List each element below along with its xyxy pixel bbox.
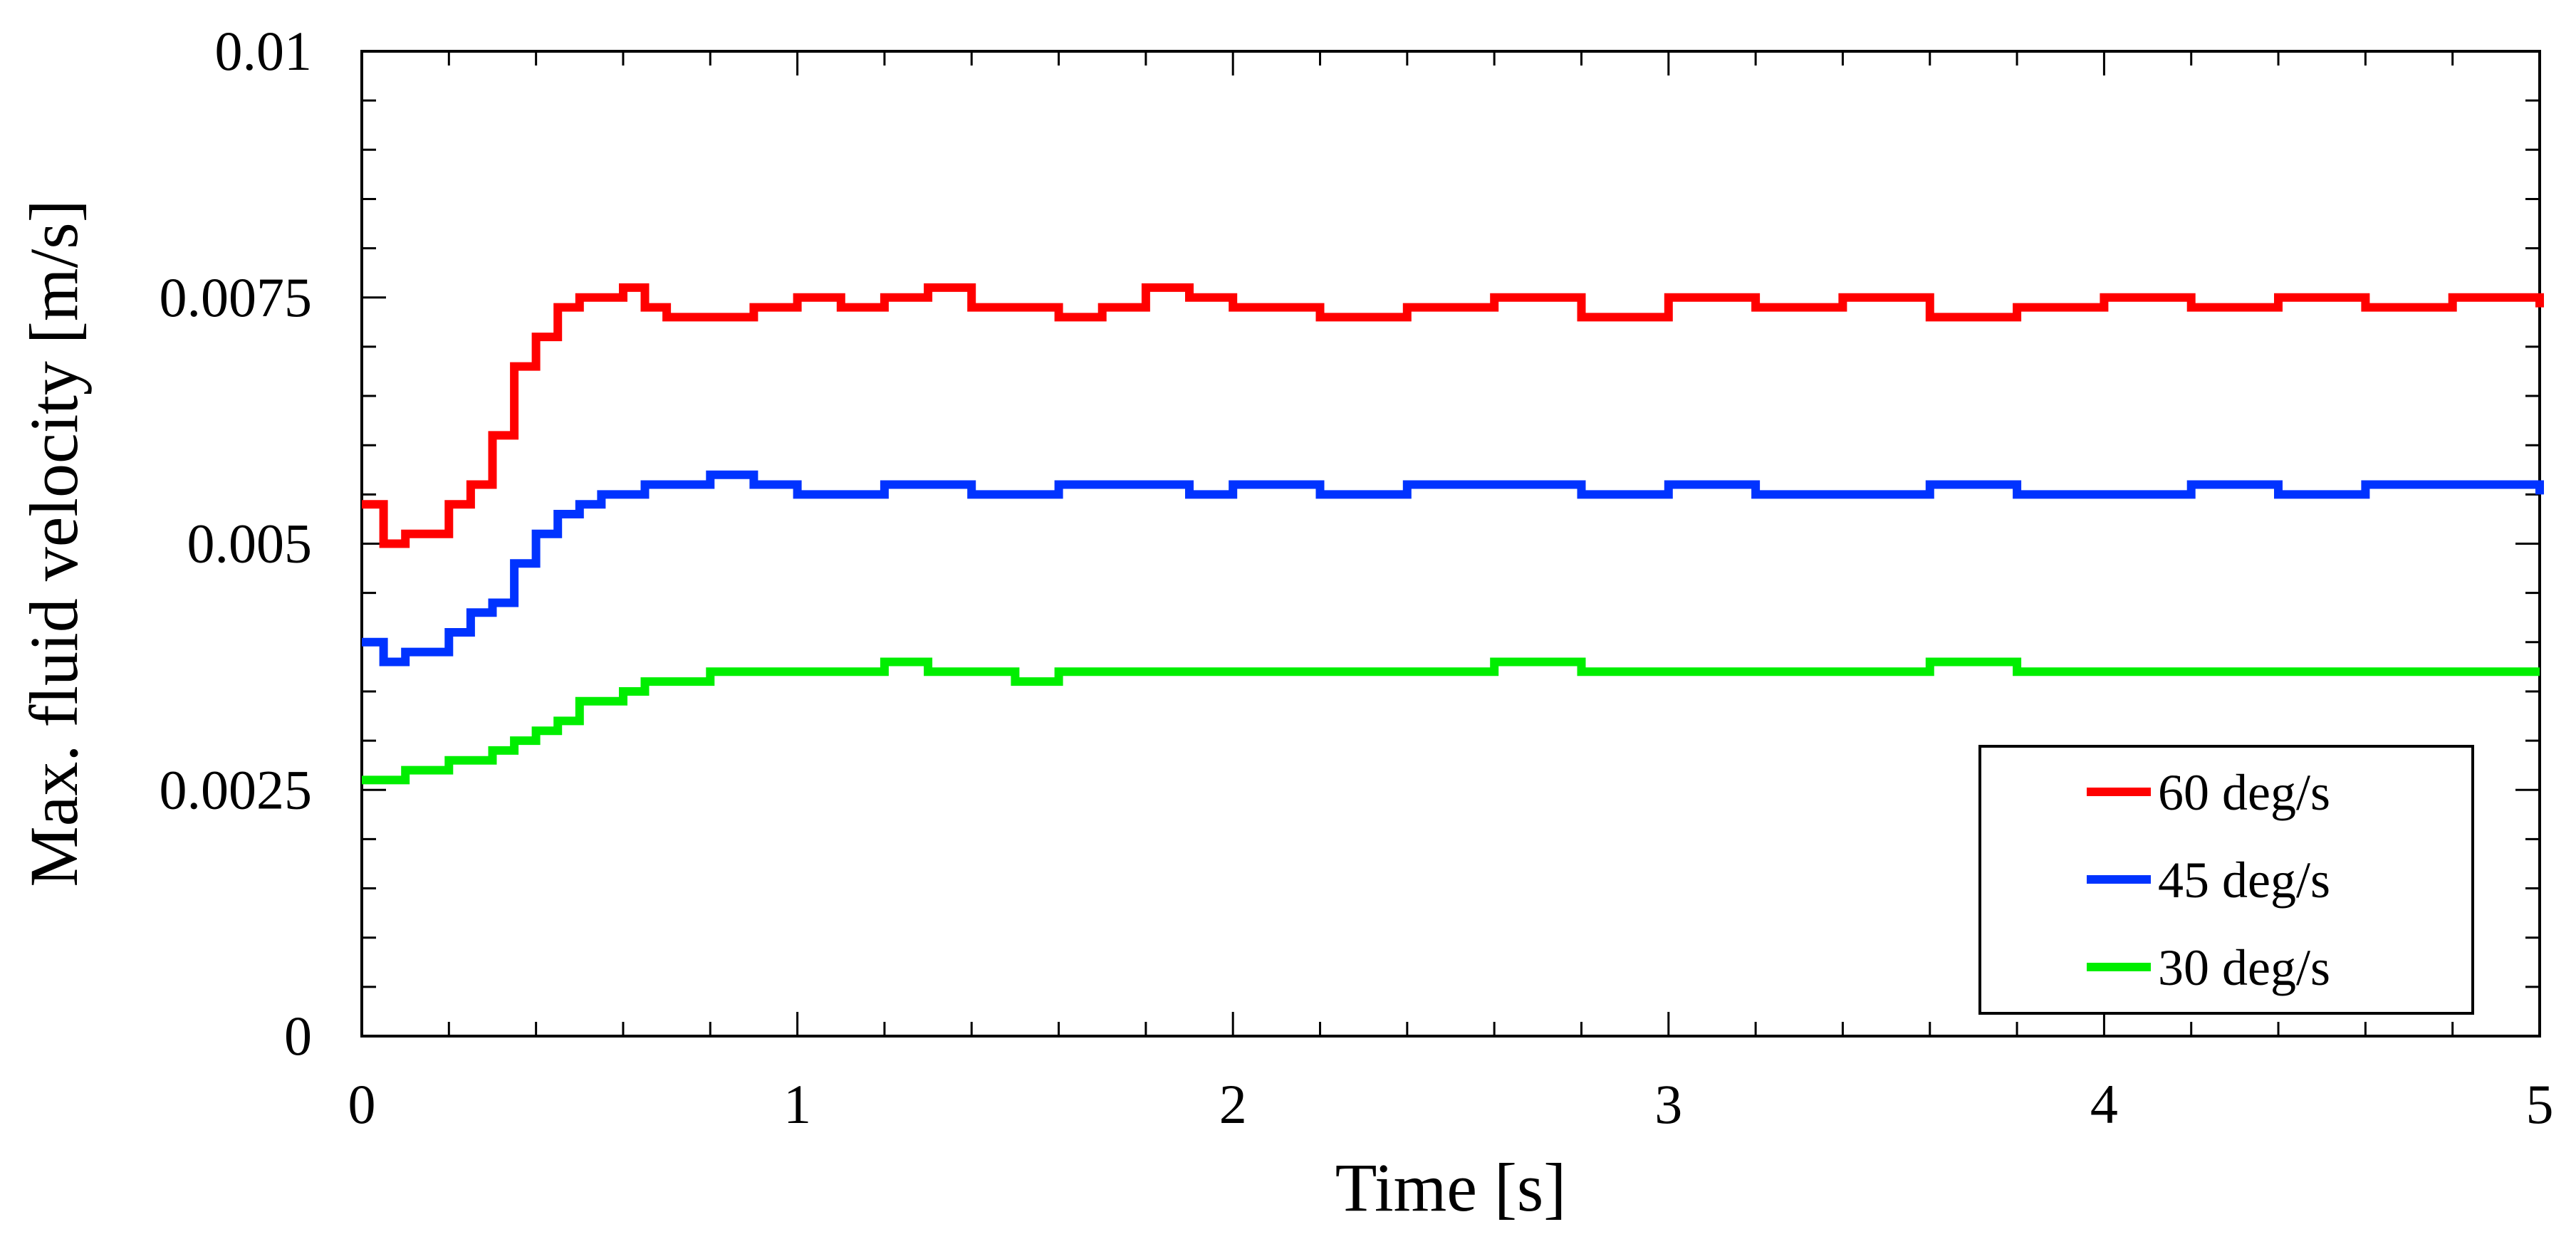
legend-box (1978, 745, 2474, 1015)
series-line-30 (362, 657, 2540, 785)
series-line-45 (362, 470, 2544, 667)
x-tick-label: 3 (1654, 1073, 1682, 1135)
x-tick-label: 4 (2090, 1073, 2118, 1135)
y-axis-title: Max. fluid velocity [m/s] (16, 199, 92, 887)
x-tick-label: 1 (783, 1073, 811, 1135)
y-tick-label: 0.01 (215, 20, 313, 82)
legend-label-45: 45 deg/s (2158, 852, 2330, 909)
series-lines (362, 283, 2544, 785)
y-tick-label: 0.0075 (160, 266, 313, 328)
legend-label-30: 30 deg/s (2158, 939, 2330, 996)
series-line-60 (362, 283, 2544, 548)
x-tick-label: 2 (1219, 1073, 1247, 1135)
y-tick-label: 0.005 (187, 513, 313, 575)
x-tick-label: 0 (348, 1073, 376, 1135)
y-tick-label: 0 (284, 1005, 312, 1067)
legend: 60 deg/s 45 deg/s 30 deg/s (1978, 745, 2474, 1015)
x-tick-label: 5 (2526, 1073, 2554, 1135)
tick-labels: 0 1 2 3 4 5 0 0.0025 0.005 0.0075 0.01 (160, 20, 2554, 1135)
x-axis-title: Time [s] (1335, 1149, 1567, 1226)
y-tick-label: 0.0025 (160, 758, 313, 820)
ticks (360, 50, 2541, 1038)
legend-label-60: 60 deg/s (2158, 764, 2330, 821)
